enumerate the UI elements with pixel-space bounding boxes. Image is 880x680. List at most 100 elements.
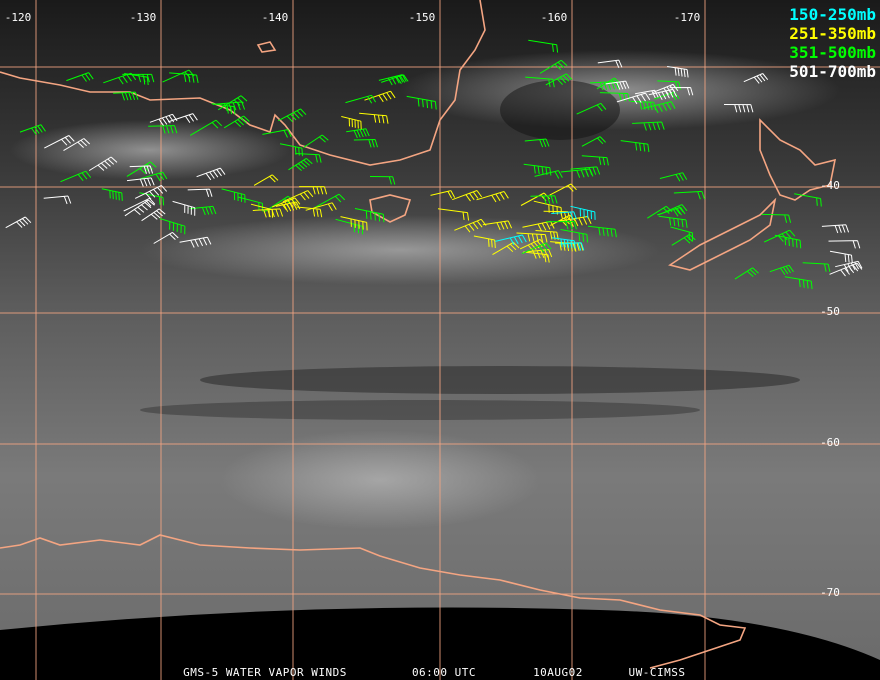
- wind-barb: [314, 193, 346, 209]
- wind-barb: [406, 95, 437, 110]
- labels: -120 -130 -140 -150 -160 -170 -40 -50 -60 -70 150-…: [5, 5, 876, 679]
- wind-barb: [524, 138, 550, 148]
- wind-barb: [670, 226, 694, 241]
- wind-barb: [124, 199, 155, 217]
- wind-barb: [126, 161, 157, 177]
- wind-barb: [89, 156, 118, 171]
- wind-barb: [295, 153, 322, 163]
- wind-barb: [437, 208, 470, 221]
- wind-barb: [345, 94, 377, 104]
- wind-barb: [642, 101, 676, 113]
- wind-barb: [354, 208, 385, 223]
- wind-barb: [605, 80, 630, 90]
- wind-barb: [802, 262, 831, 273]
- wind-barb: [599, 92, 631, 102]
- wind-barb: [272, 197, 301, 211]
- wind-barb: [454, 218, 487, 233]
- wind-barb: [335, 218, 363, 235]
- longitude-label: -120: [5, 11, 32, 24]
- wind-barb: [543, 210, 571, 220]
- wind-barb: [196, 167, 226, 181]
- wind-barb: [66, 72, 94, 82]
- wind-barb: [482, 220, 513, 231]
- wind-barb: [648, 88, 678, 101]
- wind-barb: [189, 205, 217, 216]
- wind-barb: [223, 115, 250, 129]
- wind-barb: [743, 73, 769, 84]
- wind-barb: [829, 250, 853, 264]
- wind-barb: [172, 200, 196, 216]
- wind-barb: [430, 190, 456, 199]
- latitude-label: -40: [820, 179, 840, 192]
- wind-barb: [250, 203, 273, 218]
- wind-barb: [829, 262, 863, 277]
- longitude-label: -160: [541, 11, 568, 24]
- wind-barb: [657, 206, 686, 217]
- wind-barb: [346, 128, 370, 139]
- wind-barb: [581, 136, 606, 147]
- footer-text: UW-CIMSS: [629, 666, 686, 679]
- wind-barb: [528, 39, 559, 53]
- legend-entry: 150-250mb: [789, 5, 876, 24]
- longitude-label: -150: [409, 11, 436, 24]
- wind-barb: [303, 134, 329, 148]
- legend-entry: 501-700mb: [789, 62, 876, 81]
- wind-barb: [211, 103, 236, 115]
- wind-barb: [153, 231, 179, 244]
- longitude-label: -130: [130, 11, 157, 24]
- wind-barb: [616, 92, 651, 105]
- wind-barb: [369, 176, 396, 185]
- wind-barb: [522, 220, 555, 232]
- wind-barb: [492, 241, 520, 256]
- wind-barb: [794, 193, 822, 207]
- wind-barb: [123, 197, 156, 212]
- wind-barb: [169, 72, 199, 83]
- wind-barb: [784, 276, 813, 290]
- wind-barb: [299, 186, 328, 195]
- wind-barb: [560, 229, 589, 243]
- wind-barb: [122, 73, 155, 83]
- wind-barb: [19, 124, 46, 135]
- wind-barb: [525, 251, 550, 263]
- wind-barb: [570, 205, 596, 220]
- wind-barb: [43, 195, 72, 205]
- wind-barb: [129, 165, 154, 174]
- longitude-label: -170: [674, 11, 701, 24]
- cloud-features: [10, 50, 840, 530]
- wind-barb: [359, 112, 389, 124]
- wind-barb: [378, 74, 407, 86]
- wind-barb: [288, 157, 313, 171]
- wind-barb: [149, 113, 178, 126]
- wind-barb: [495, 234, 527, 246]
- wind-barb: [262, 129, 292, 138]
- wind-barb: [835, 260, 863, 272]
- wind-barbs: [5, 39, 863, 290]
- wind-barb: [44, 135, 75, 149]
- latitude-label: -70: [820, 586, 840, 599]
- wind-barb: [516, 232, 548, 243]
- wind-barb: [570, 166, 601, 176]
- wind-barb: [534, 170, 563, 179]
- wind-barb: [551, 211, 577, 220]
- wind-barb: [5, 216, 32, 229]
- wind-barb: [530, 195, 558, 204]
- wind-barb: [159, 218, 186, 235]
- wind-barb: [476, 191, 509, 203]
- wind-barb: [134, 184, 168, 200]
- wind-barb: [669, 87, 694, 96]
- wind-barb: [652, 83, 679, 95]
- wind-barb: [305, 202, 337, 212]
- legend-entry: 251-350mb: [789, 24, 876, 43]
- wind-barb: [630, 100, 657, 111]
- wind-barb: [761, 213, 792, 223]
- wind-barb: [519, 238, 546, 252]
- wind-barb: [647, 205, 673, 219]
- wind-barb: [657, 80, 682, 90]
- footer-text: 10AUG02: [533, 666, 583, 679]
- wind-barb: [763, 229, 796, 243]
- wind-barb: [141, 208, 166, 222]
- wind-barb: [522, 249, 553, 259]
- wind-barb: [253, 174, 279, 186]
- wind-barb: [148, 125, 178, 134]
- wind-barb: [821, 224, 850, 234]
